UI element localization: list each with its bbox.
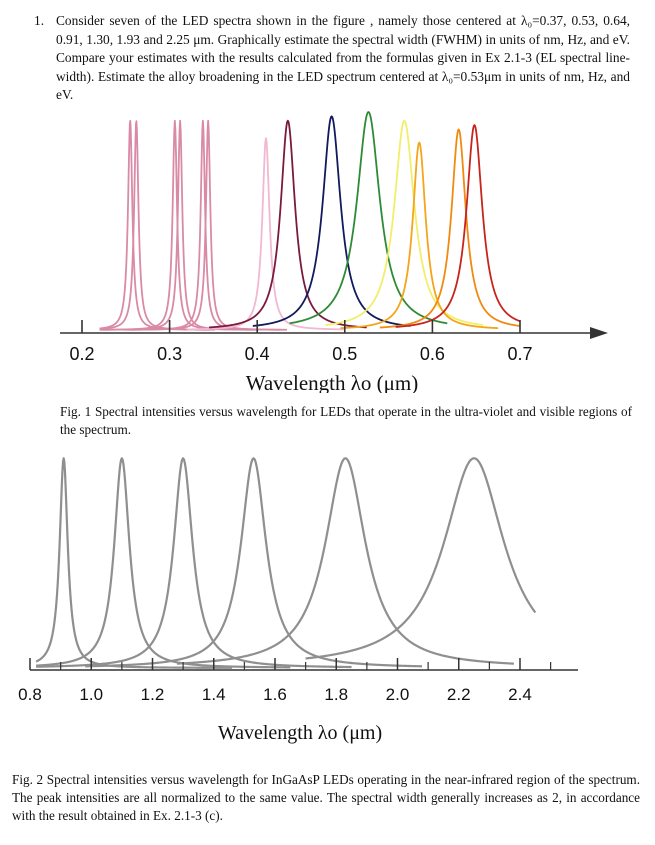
figure-2-tick-label: 1.4 <box>202 685 226 704</box>
figure-1-spectrum-curve-7 <box>186 137 346 331</box>
figure-2-ingaasp-led-spectra: 0.8 1.0 1.2 1.4 1.6 1.8 2.0 2.2 2.4 Wavelength λ… <box>18 457 578 744</box>
figure-1-tick-label: 0.5 <box>332 344 357 364</box>
figure-1-spectrum-curve-14 <box>395 124 521 328</box>
figure-1-curves <box>99 111 521 331</box>
figure-2-spectrum-curve-4 <box>85 457 423 668</box>
figure-2-curves <box>35 457 537 669</box>
figure-1-spectrum-curve-12 <box>340 141 499 330</box>
figure-2-tick-label: 1.6 <box>263 685 287 704</box>
figure-1-spectrum-curve-4 <box>100 119 260 331</box>
figure-2-tick-label: 1.2 <box>141 685 165 704</box>
figure-2-tick-label: 1.0 <box>79 685 103 704</box>
problem-number: 1. <box>34 13 45 28</box>
problem-text: Consider seven of the LED spectra shown … <box>56 13 630 103</box>
figure-2-tick-label: 2.4 <box>508 685 532 704</box>
figure-2-caption: Fig. 2 Spectral intensities versus wavel… <box>12 772 640 824</box>
figure-2-spectrum-curve-1 <box>35 457 233 669</box>
figure-2-tick-label: 0.8 <box>18 685 42 704</box>
figure-1-ticks: 0.2 0.3 0.4 0.5 0.6 0.7 <box>69 320 533 364</box>
figure-2-spectrum-curve-2 <box>35 457 291 669</box>
figure-2-tick-label: 2.2 <box>447 685 471 704</box>
figure-1-caption: Fig. 1 Spectral intensities versus wavel… <box>60 404 632 438</box>
figure-1-spectrum-curve-9 <box>252 115 411 327</box>
figure-1-tick-label: 0.3 <box>157 344 182 364</box>
figure-1-spectrum-curve-5 <box>123 119 283 331</box>
figure-1-tick-label: 0.4 <box>245 344 270 364</box>
figure-1-x-axis-title: Wavelength λo (μm) <box>246 371 419 393</box>
figure-1-led-spectra-uv-visible: 0.2 0.3 0.4 0.5 0.6 0.7 Wavelength λo (μm) <box>60 111 608 393</box>
figure-2-spectrum-curve-6 <box>305 457 537 660</box>
figure-1-spectrum-curve-11 <box>325 119 484 326</box>
figure-1-spectrum-curve-10 <box>289 111 448 325</box>
figure-2-spectrum-curve-3 <box>36 457 352 669</box>
figure-2-ticks: 0.8 1.0 1.2 1.4 1.6 1.8 2.0 2.2 2.4 <box>18 658 552 704</box>
figure-1-spectrum-curve-8 <box>208 119 367 329</box>
figure-1-tick-label: 0.7 <box>507 344 532 364</box>
figure-1-spectrum-curve-1 <box>99 120 210 331</box>
figure-1-spectrum-curve-6 <box>129 119 288 331</box>
figure-1-spectrum-curve-13 <box>379 128 521 329</box>
problem-statement: 1. Consider seven of the LED spectra sho… <box>34 12 630 105</box>
figure-2-spectrum-curve-5 <box>176 457 514 665</box>
figure-2-x-axis-title: Wavelength λo (μm) <box>218 722 382 744</box>
figure-1-spectrum-curve-2 <box>99 120 216 331</box>
figure-1-x-axis-arrow <box>590 327 608 339</box>
figure-2-tick-label: 1.8 <box>324 685 348 704</box>
figure-1-tick-label: 0.6 <box>420 344 445 364</box>
figure-1-tick-label: 0.2 <box>69 344 94 364</box>
figure-2-tick-label: 2.0 <box>386 685 410 704</box>
